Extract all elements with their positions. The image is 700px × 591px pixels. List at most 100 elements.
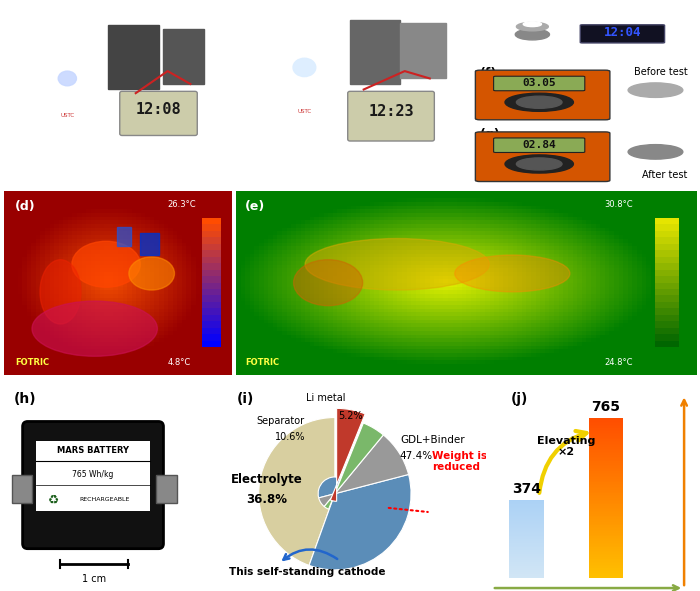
Bar <box>510 544 544 545</box>
Text: (c): (c) <box>480 5 499 18</box>
Bar <box>11 475 32 504</box>
Bar <box>589 530 623 531</box>
Text: 03.05: 03.05 <box>522 78 556 88</box>
Bar <box>589 433 623 434</box>
Text: Elevating
×2: Elevating ×2 <box>537 436 596 457</box>
Circle shape <box>293 59 316 77</box>
Bar <box>510 554 544 555</box>
Text: (e): (e) <box>245 200 265 213</box>
Bar <box>510 553 544 554</box>
Bar <box>589 565 623 567</box>
Bar <box>510 506 544 507</box>
Circle shape <box>510 18 555 30</box>
Bar <box>510 525 544 526</box>
Text: 02.84: 02.84 <box>522 139 556 150</box>
Bar <box>589 457 623 458</box>
FancyBboxPatch shape <box>494 76 584 91</box>
Circle shape <box>58 71 76 86</box>
Bar <box>589 556 623 557</box>
Text: 4.8°C: 4.8°C <box>167 358 191 367</box>
Bar <box>510 535 544 537</box>
Bar <box>510 507 544 508</box>
Bar <box>589 442 623 444</box>
Ellipse shape <box>40 259 81 324</box>
Bar <box>510 515 544 516</box>
Bar <box>510 514 544 515</box>
Bar <box>108 25 158 89</box>
Bar <box>510 503 544 504</box>
Bar <box>589 420 623 421</box>
Bar <box>156 475 176 504</box>
Text: MARS BATTERY: MARS BATTERY <box>57 446 129 455</box>
Bar <box>510 559 544 560</box>
Bar <box>140 233 158 255</box>
Bar <box>510 549 544 550</box>
Bar <box>510 523 544 524</box>
Bar <box>589 423 623 425</box>
FancyBboxPatch shape <box>494 138 584 152</box>
Bar <box>510 572 544 573</box>
Bar <box>510 517 544 518</box>
Bar <box>589 444 623 446</box>
Bar <box>589 511 623 512</box>
Bar <box>589 508 623 509</box>
Bar <box>589 549 623 551</box>
Bar <box>589 503 623 504</box>
Text: USTC: USTC <box>60 113 74 118</box>
Bar <box>589 473 623 474</box>
Bar <box>589 525 623 527</box>
Bar <box>510 548 544 549</box>
Bar <box>589 557 623 558</box>
Bar <box>589 441 623 442</box>
Text: (g): (g) <box>480 128 500 141</box>
Bar <box>589 487 623 489</box>
Bar <box>589 506 623 508</box>
Circle shape <box>505 93 573 111</box>
Bar <box>589 465 623 466</box>
Bar <box>510 541 544 542</box>
Bar <box>589 563 623 565</box>
Text: Before test: Before test <box>634 67 687 77</box>
Bar <box>510 565 544 566</box>
Bar <box>589 446 623 447</box>
Bar <box>350 20 400 84</box>
Bar <box>589 434 623 436</box>
Bar <box>589 496 623 498</box>
Circle shape <box>628 83 682 98</box>
Bar <box>589 524 623 525</box>
Ellipse shape <box>72 241 140 287</box>
Bar <box>589 528 623 530</box>
Ellipse shape <box>455 255 570 292</box>
Bar <box>589 551 623 552</box>
Bar <box>510 521 544 522</box>
Bar <box>589 574 623 576</box>
Circle shape <box>505 155 573 173</box>
Bar <box>510 538 544 539</box>
Bar <box>510 537 544 538</box>
Bar <box>589 449 623 450</box>
Bar <box>589 533 623 535</box>
Bar <box>589 452 623 453</box>
Bar <box>589 568 623 570</box>
Bar <box>510 573 544 574</box>
Bar <box>510 513 544 514</box>
Bar <box>589 567 623 568</box>
Bar <box>589 428 623 430</box>
Bar <box>589 509 623 511</box>
Bar <box>510 539 544 540</box>
Bar <box>589 436 623 437</box>
Bar <box>510 545 544 547</box>
Bar <box>510 531 544 532</box>
Bar <box>589 531 623 533</box>
Bar <box>510 502 544 503</box>
Circle shape <box>49 64 85 93</box>
Text: USTC: USTC <box>298 109 312 114</box>
Bar <box>589 576 623 577</box>
Bar <box>589 561 623 563</box>
Text: 30.8°C: 30.8°C <box>604 200 633 209</box>
Bar <box>510 557 544 558</box>
Bar <box>510 556 544 557</box>
Bar <box>510 560 544 561</box>
Bar <box>589 483 623 485</box>
Bar <box>510 520 544 521</box>
